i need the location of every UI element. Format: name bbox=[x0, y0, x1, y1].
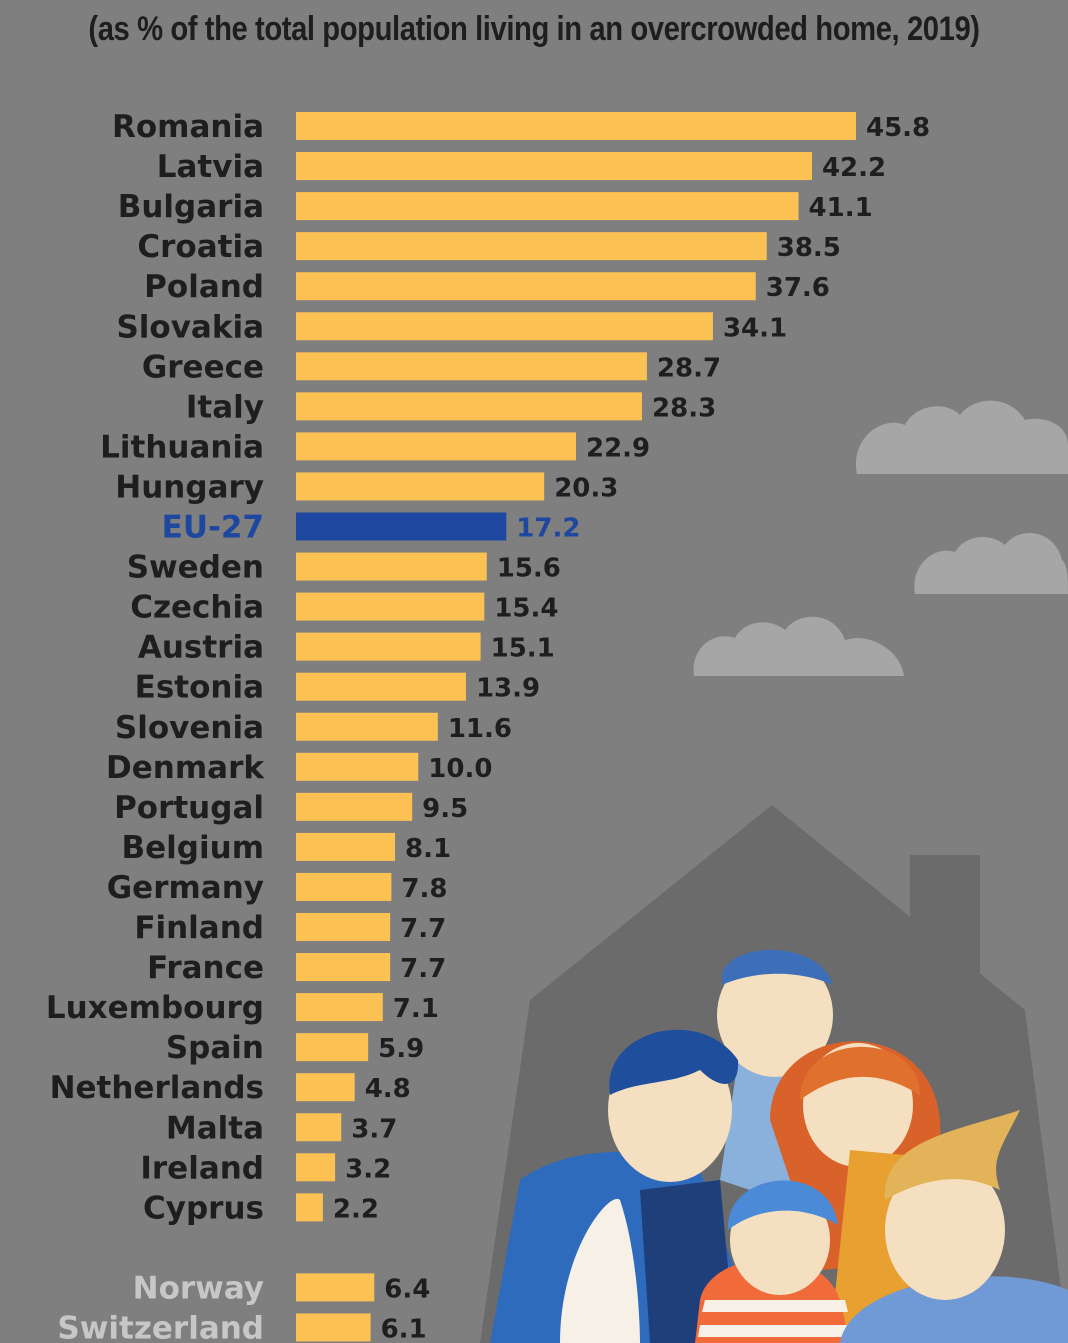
value-label: 28.7 bbox=[657, 353, 721, 383]
bar-poland bbox=[296, 272, 756, 301]
bar-hungary bbox=[296, 472, 545, 501]
cloud-icon bbox=[693, 616, 904, 676]
family-illustration bbox=[490, 949, 1068, 1343]
category-label: Latvia bbox=[157, 149, 264, 185]
value-label: 9.5 bbox=[422, 794, 468, 824]
bar-sweden bbox=[296, 552, 487, 581]
cloud-icon bbox=[914, 533, 1068, 594]
bar-czechia bbox=[296, 592, 485, 621]
value-label: 7.7 bbox=[400, 914, 446, 944]
value-label: 22.9 bbox=[586, 433, 650, 463]
bar-lithuania bbox=[296, 432, 576, 461]
category-label: Luxembourg bbox=[46, 990, 264, 1026]
value-label: 6.4 bbox=[384, 1274, 430, 1304]
bar-portugal bbox=[296, 792, 413, 821]
bar-denmark bbox=[296, 752, 419, 781]
bar-bulgaria bbox=[296, 192, 799, 221]
bar-estonia bbox=[296, 672, 466, 701]
bar-netherlands bbox=[296, 1073, 355, 1102]
category-label: Switzerland bbox=[57, 1310, 264, 1343]
bar-ireland bbox=[296, 1153, 336, 1182]
value-label: 10.0 bbox=[428, 754, 492, 784]
value-label: 20.3 bbox=[554, 473, 618, 503]
category-label: Austria bbox=[138, 630, 264, 666]
bar-switzerland bbox=[296, 1313, 371, 1342]
bar-latvia bbox=[296, 152, 812, 181]
value-label: 13.9 bbox=[476, 674, 540, 704]
value-label: 8.1 bbox=[405, 834, 451, 864]
bar-norway bbox=[296, 1273, 375, 1302]
category-label: Denmark bbox=[106, 750, 265, 786]
category-label: Spain bbox=[166, 1030, 264, 1066]
category-label: Sweden bbox=[127, 550, 264, 586]
value-label: 28.3 bbox=[652, 393, 716, 423]
category-label: Lithuania bbox=[100, 429, 264, 465]
category-label: Finland bbox=[134, 910, 264, 946]
bar-slovakia bbox=[296, 312, 713, 341]
category-label: Poland bbox=[144, 269, 264, 305]
value-label: 42.2 bbox=[822, 153, 886, 183]
bar-france bbox=[296, 953, 391, 982]
value-label: 3.7 bbox=[351, 1114, 397, 1144]
category-label: Portugal bbox=[114, 790, 264, 826]
value-label: 2.2 bbox=[333, 1194, 379, 1224]
value-label: 7.1 bbox=[393, 994, 439, 1024]
bar-romania bbox=[296, 112, 856, 140]
category-label: Hungary bbox=[115, 469, 264, 505]
bar-austria bbox=[296, 632, 481, 661]
bar-germany bbox=[296, 872, 392, 901]
category-label: Slovenia bbox=[115, 710, 264, 746]
category-label: Czechia bbox=[130, 590, 264, 626]
category-label: France bbox=[147, 950, 264, 986]
value-label: 7.7 bbox=[400, 954, 446, 984]
bar-slovenia bbox=[296, 712, 438, 741]
value-label: 11.6 bbox=[448, 714, 512, 744]
value-label: 17.2 bbox=[516, 514, 580, 544]
category-label: Netherlands bbox=[50, 1070, 264, 1106]
category-label: Greece bbox=[142, 349, 264, 385]
category-label: Malta bbox=[166, 1110, 264, 1146]
value-label: 4.8 bbox=[365, 1074, 411, 1104]
category-label: Croatia bbox=[137, 229, 264, 265]
bar-belgium bbox=[296, 832, 396, 861]
value-label: 15.1 bbox=[491, 634, 555, 664]
value-label: 6.1 bbox=[381, 1314, 427, 1343]
bar-croatia bbox=[296, 232, 767, 261]
value-label: 15.6 bbox=[497, 554, 561, 584]
bar-greece bbox=[296, 352, 647, 381]
value-label: 3.2 bbox=[345, 1154, 391, 1184]
bar-finland bbox=[296, 913, 391, 941]
category-label: Estonia bbox=[135, 670, 264, 706]
category-label: Belgium bbox=[122, 830, 264, 866]
value-label: 37.6 bbox=[766, 273, 830, 303]
value-label: 38.5 bbox=[777, 233, 841, 263]
value-label: 7.8 bbox=[401, 874, 447, 904]
category-label: EU-27 bbox=[162, 510, 264, 546]
category-label: Slovakia bbox=[116, 309, 264, 345]
value-label: 5.9 bbox=[378, 1034, 424, 1064]
category-label: Romania bbox=[112, 109, 264, 145]
bar-eu-27 bbox=[296, 512, 507, 541]
bar-malta bbox=[296, 1113, 342, 1142]
bar-italy bbox=[296, 392, 643, 421]
category-label: Bulgaria bbox=[118, 189, 264, 225]
category-label: Germany bbox=[107, 870, 264, 906]
bar-luxembourg bbox=[296, 993, 383, 1022]
value-label: 15.4 bbox=[494, 594, 558, 624]
value-label: 45.8 bbox=[866, 113, 930, 143]
bar-cyprus bbox=[296, 1193, 323, 1222]
chart-subtitle: (as % of the total population living in … bbox=[88, 10, 980, 48]
bar-spain bbox=[296, 1033, 369, 1062]
category-label: Cyprus bbox=[143, 1190, 264, 1226]
cloud-icon bbox=[855, 400, 1068, 474]
value-label: 41.1 bbox=[809, 193, 873, 223]
category-label: Ireland bbox=[140, 1150, 264, 1186]
category-label: Italy bbox=[186, 389, 264, 425]
value-label: 34.1 bbox=[723, 313, 787, 343]
category-label: Norway bbox=[133, 1270, 264, 1306]
